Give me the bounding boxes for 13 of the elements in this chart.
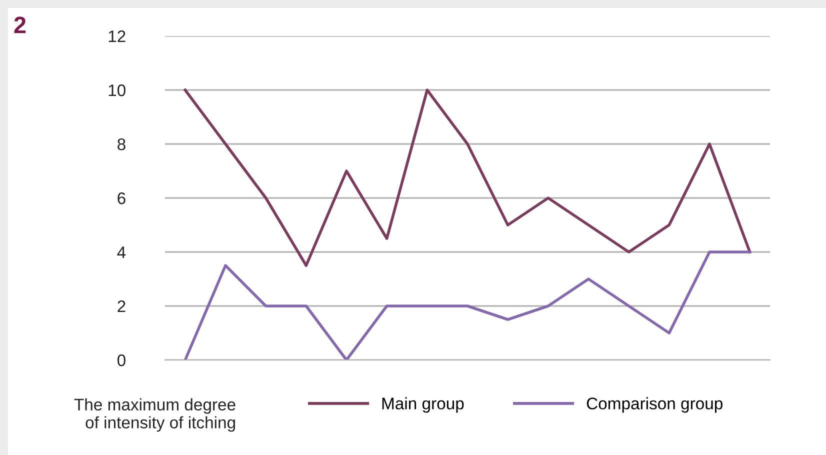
- legend-label: Main group: [382, 397, 464, 413]
- legend-label: Comparison group: [586, 397, 722, 413]
- y-tick-label: 10: [108, 84, 126, 96]
- y-tick-label: 2: [118, 300, 126, 312]
- y-tick-label: 8: [118, 138, 126, 150]
- y-tick-label: 4: [117, 246, 126, 258]
- y-tick-label: 6: [118, 192, 126, 204]
- line-series: [184, 88, 752, 267]
- y-tick-label: 12: [108, 30, 126, 42]
- y-tick-label: 0: [117, 354, 126, 366]
- text: 2: [14, 16, 26, 34]
- text: The maximum degree of intensity of itching: [74, 398, 236, 432]
- line-series: [184, 250, 752, 360]
